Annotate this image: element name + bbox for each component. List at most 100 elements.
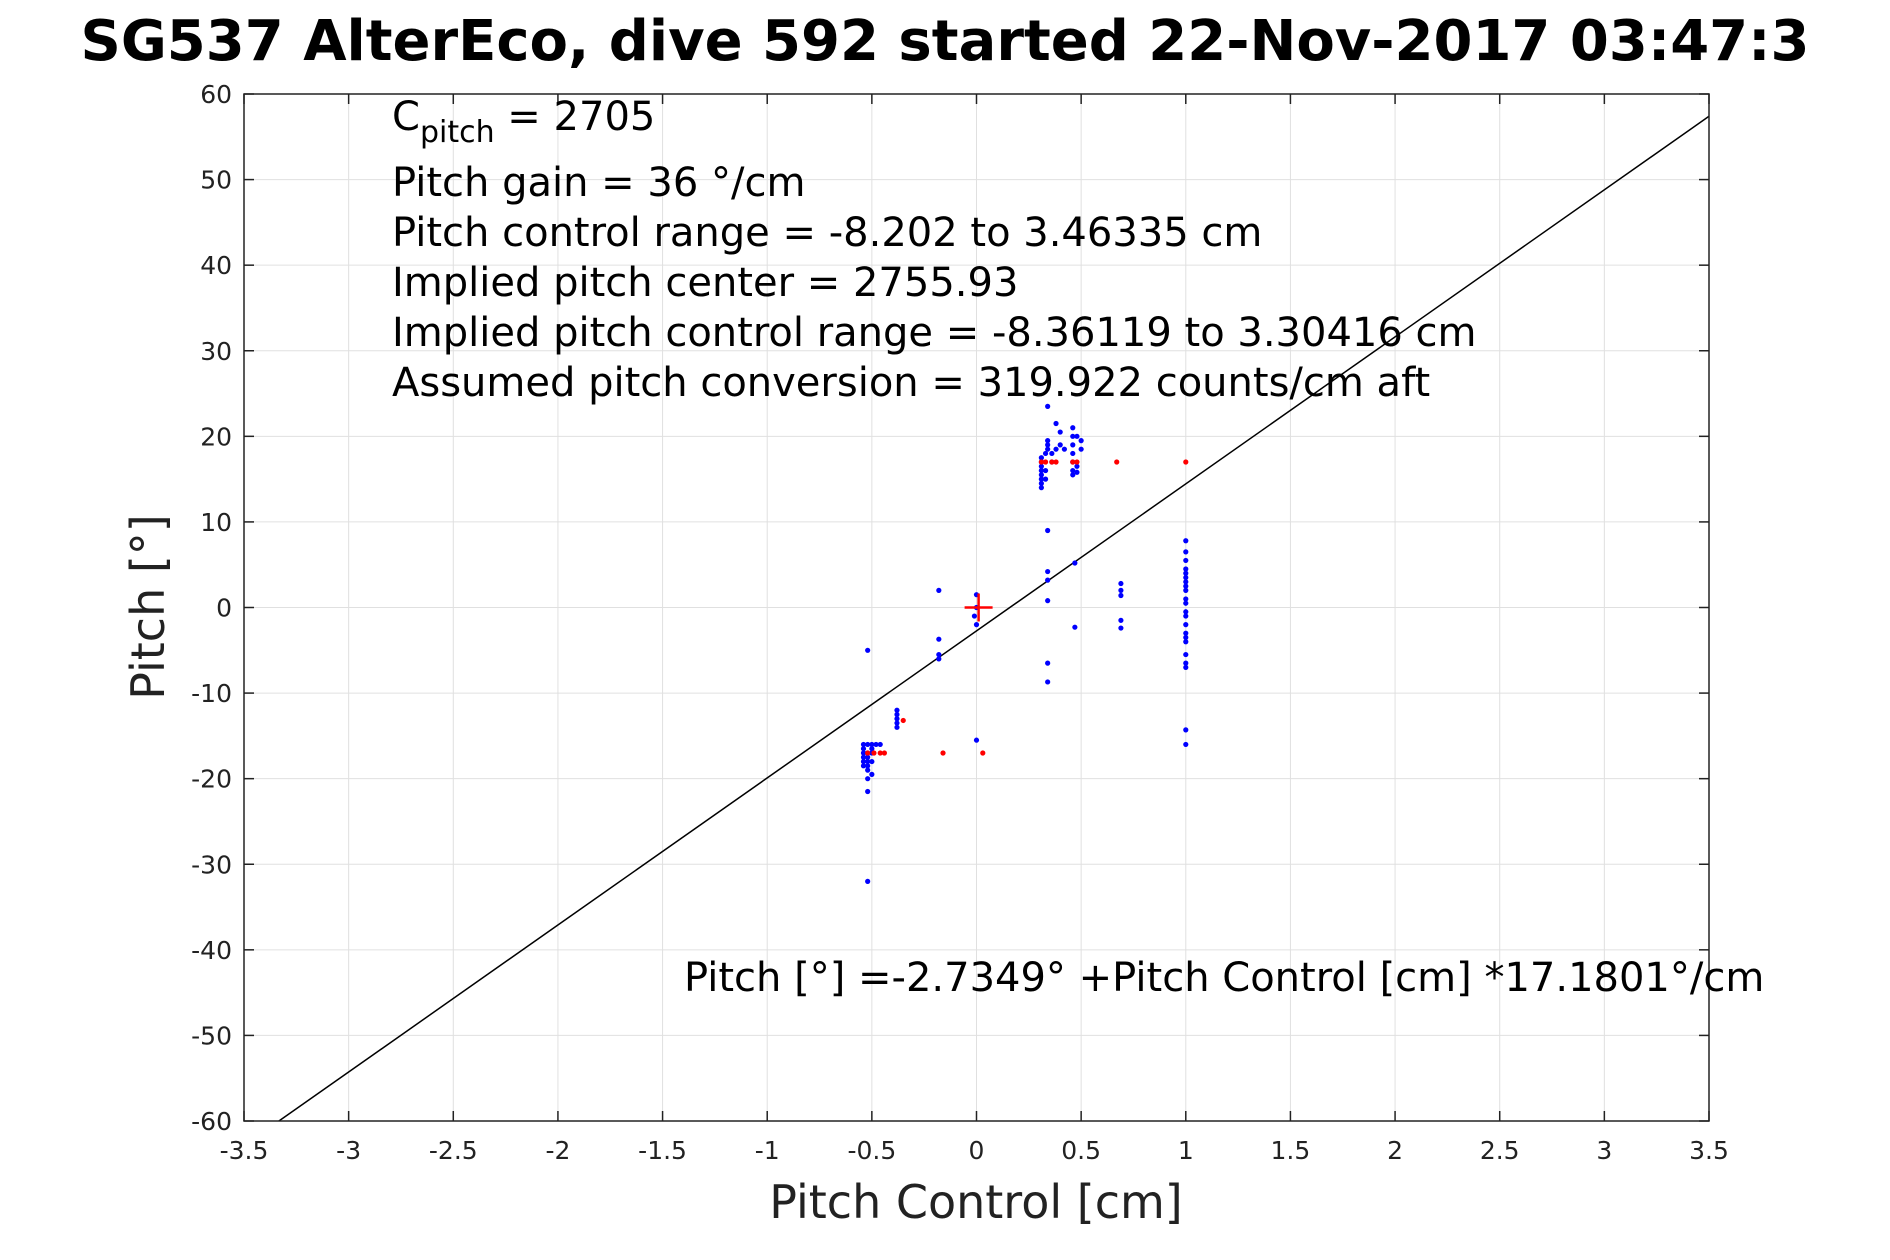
x-tick-label: 0	[969, 1136, 985, 1165]
data-point-blue	[1183, 600, 1189, 606]
data-point-blue	[894, 720, 900, 726]
data-point-blue	[1183, 549, 1189, 555]
x-tick-label: -2.5	[429, 1136, 478, 1165]
y-tick-label: -50	[191, 1021, 232, 1050]
data-point-blue	[973, 622, 980, 628]
data-point-blue	[865, 788, 871, 795]
data-point-blue	[894, 716, 900, 722]
data-point-blue	[1183, 596, 1189, 602]
data-point-blue	[1074, 469, 1080, 475]
y-tick-label: -10	[191, 679, 232, 708]
data-point-blue	[1183, 579, 1189, 585]
x-axis-label: Pitch Control [cm]	[769, 1175, 1183, 1229]
data-point-blue	[1038, 467, 1044, 474]
data-point-blue	[1183, 664, 1189, 671]
data-point-blue	[1183, 570, 1189, 576]
data-point-blue	[865, 767, 871, 773]
fit-line	[278, 115, 1710, 1122]
data-point-blue	[865, 776, 871, 782]
data-point-blue	[1045, 568, 1051, 575]
data-point-blue	[973, 737, 980, 743]
implied-pitch-range-annotation: Implied pitch control range = -8.36119 t…	[392, 310, 1476, 356]
data-point-blue	[1183, 727, 1189, 733]
x-tick-label: 3.5	[1689, 1136, 1729, 1165]
data-point-blue	[936, 656, 942, 662]
data-point-blue	[1118, 587, 1124, 593]
data-point-blue	[1038, 476, 1044, 482]
data-point-blue	[894, 711, 900, 718]
data-point-blue	[1045, 446, 1051, 452]
data-point-blue	[877, 741, 883, 748]
y-tick-label: 60	[200, 80, 232, 109]
data-point-blue	[865, 647, 871, 653]
data-point-blue	[1061, 446, 1067, 452]
data-point-blue	[936, 651, 942, 658]
data-point-blue	[1078, 438, 1084, 444]
data-point-red	[1038, 459, 1044, 465]
annotation-block: Cpitch = 2705 Pitch gain = 36 °/cm Pitch…	[392, 94, 1476, 406]
data-point-blue	[1183, 639, 1189, 645]
pitch-control-range-annotation: Pitch control range = -8.202 to 3.46335 …	[392, 210, 1262, 256]
data-point-blue	[873, 741, 879, 748]
data-point-blue	[894, 724, 900, 730]
data-point-red	[980, 750, 986, 756]
data-point-blue	[865, 741, 871, 748]
data-point-blue	[1049, 450, 1055, 457]
data-point-blue	[865, 763, 871, 769]
data-point-blue	[865, 754, 871, 760]
data-point-blue	[1074, 433, 1080, 439]
data-point-blue	[1183, 609, 1189, 615]
data-point-blue	[1118, 625, 1124, 631]
data-point-red	[881, 750, 888, 756]
data-points	[860, 403, 1189, 884]
data-point-blue	[1072, 560, 1078, 566]
data-point-blue	[860, 754, 867, 760]
data-point-blue	[1118, 592, 1124, 599]
data-point-red	[1074, 459, 1080, 465]
data-point-blue	[1183, 651, 1189, 658]
x-tick-label: -1	[755, 1136, 780, 1165]
chart-title: SG537 AlterEco, dive 592 started 22-Nov-…	[81, 9, 1810, 74]
data-point-blue	[860, 758, 867, 765]
x-tick-label: 2	[1387, 1136, 1403, 1165]
pitch-gain-annotation: Pitch gain = 36 °/cm	[392, 160, 805, 206]
data-point-blue	[1053, 420, 1059, 427]
x-tick-label: -3	[336, 1136, 361, 1165]
y-tick-label: 50	[200, 166, 232, 195]
data-point-blue	[1045, 442, 1051, 448]
data-point-blue	[860, 750, 867, 756]
data-point-blue	[865, 758, 871, 765]
data-point-blue	[1053, 446, 1059, 452]
data-point-blue	[1045, 598, 1051, 604]
data-point-blue	[869, 741, 875, 748]
y-tick-label: 30	[200, 337, 232, 366]
data-point-red	[865, 750, 871, 756]
data-point-red	[1114, 459, 1120, 465]
data-point-blue	[1118, 580, 1124, 587]
data-point-blue	[971, 613, 978, 619]
data-point-blue	[1183, 622, 1189, 628]
y-tick-label: 40	[200, 251, 232, 280]
data-point-blue	[1183, 613, 1189, 619]
data-point-blue	[1183, 741, 1189, 748]
data-point-blue	[894, 707, 900, 713]
x-tick-label: -1.5	[638, 1136, 687, 1165]
y-tick-label: 10	[200, 508, 232, 537]
x-tick-label: -2	[545, 1136, 570, 1165]
x-tick-label: 1	[1178, 1136, 1194, 1165]
data-point-blue	[1183, 634, 1189, 641]
x-tick-label: -3.5	[220, 1136, 269, 1165]
data-point-blue	[1038, 480, 1044, 487]
data-point-blue	[865, 878, 871, 884]
data-point-blue	[1042, 450, 1049, 457]
data-point-blue	[1038, 485, 1044, 491]
x-tick-label: -0.5	[847, 1136, 896, 1165]
data-point-red	[1183, 459, 1189, 465]
data-point-blue	[1042, 467, 1049, 474]
data-point-blue	[1183, 557, 1189, 564]
data-point-blue	[1070, 425, 1076, 431]
c-pitch-sub: pitch	[420, 115, 495, 150]
data-point-blue	[869, 771, 875, 777]
data-point-blue	[1183, 583, 1189, 589]
data-point-blue	[1045, 679, 1051, 685]
